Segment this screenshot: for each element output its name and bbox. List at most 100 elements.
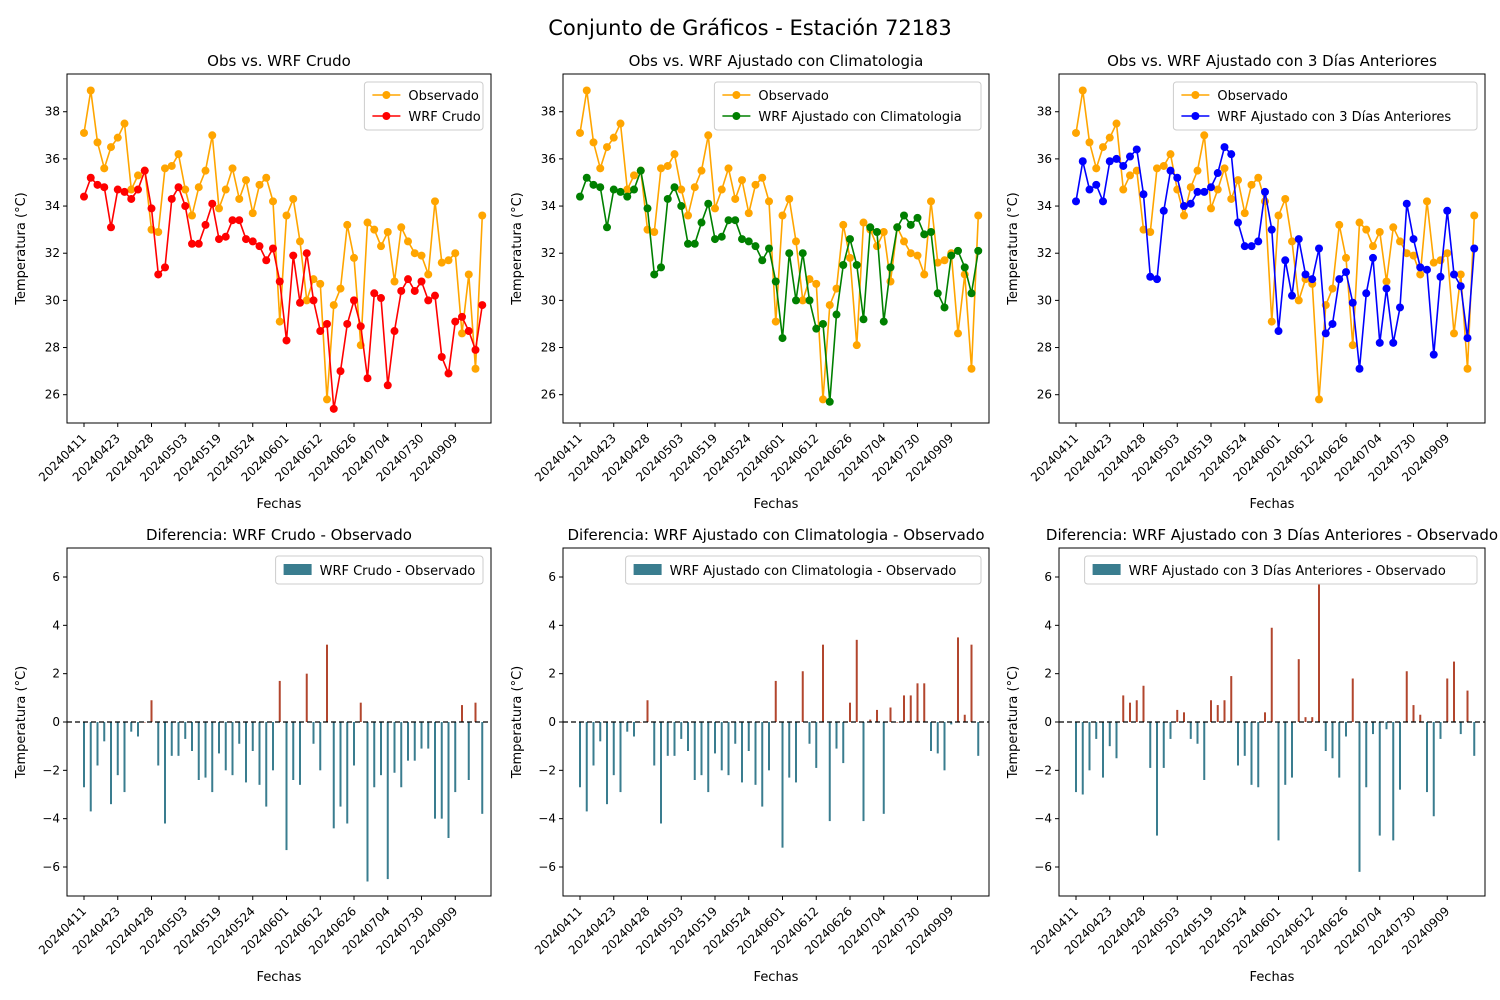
diff-bar — [849, 702, 851, 722]
data-point-wrf — [825, 397, 834, 406]
data-point-wrf — [1463, 334, 1472, 343]
diff-bar — [218, 722, 220, 754]
data-point-observado — [235, 194, 244, 203]
diff-bar — [916, 683, 919, 722]
data-point-observado — [1382, 277, 1391, 286]
data-point-wrf — [913, 213, 922, 222]
data-point-observado — [879, 227, 888, 236]
data-point-wrf — [1382, 284, 1391, 293]
data-point-wrf — [1396, 303, 1404, 312]
data-point-observado — [751, 180, 760, 189]
data-point-observado — [1193, 166, 1202, 175]
data-point-wrf — [1153, 275, 1161, 284]
data-point-wrf — [174, 183, 183, 192]
data-point-observado — [1423, 197, 1431, 206]
diff-bar — [1432, 722, 1435, 817]
data-point-wrf — [663, 194, 672, 203]
data-point-observado — [1348, 341, 1357, 350]
data-point-observado — [1369, 242, 1377, 251]
data-point-observado — [1132, 166, 1141, 175]
y-tick-label: 0 — [1044, 715, 1052, 729]
data-point-observado — [208, 131, 217, 140]
diff-bar — [251, 722, 254, 751]
diff-bar — [1081, 722, 1084, 795]
data-point-wrf — [471, 345, 480, 354]
diff-bar — [592, 722, 595, 766]
data-point-wrf — [879, 317, 888, 326]
diff-bar — [761, 722, 764, 807]
data-point-wrf — [329, 404, 338, 413]
data-point-wrf — [221, 232, 230, 241]
data-point-observado — [107, 143, 115, 152]
data-point-observado — [242, 176, 250, 185]
diff-bar — [903, 695, 905, 722]
data-point-wrf — [744, 237, 753, 246]
data-point-observado — [228, 164, 237, 173]
data-point-wrf — [717, 232, 726, 241]
diff-bar — [1210, 700, 1212, 722]
y-tick-label: −2 — [1034, 763, 1052, 777]
diff-bar — [1203, 722, 1206, 780]
data-point-observado — [471, 364, 480, 373]
data-point-wrf — [1389, 338, 1398, 347]
legend-swatch-marker — [382, 112, 391, 120]
diff-bar — [1284, 722, 1287, 785]
diff-bar — [1473, 722, 1476, 756]
y-tick-label: −2 — [538, 763, 556, 777]
diff-bar — [1149, 722, 1152, 768]
y-tick-label: −4 — [538, 812, 556, 826]
diff-bar — [366, 722, 369, 882]
data-point-observado — [711, 204, 719, 213]
data-point-wrf — [1456, 282, 1465, 291]
subplot-2: Obs vs. WRF Ajustado con Climatologia 26 2… — [510, 52, 990, 512]
data-point-observado — [1396, 237, 1404, 246]
y-tick-label: 38 — [541, 105, 556, 119]
diff-bar — [882, 722, 885, 814]
diff-bar — [687, 722, 689, 751]
data-point-wrf — [947, 251, 956, 260]
diff-bar — [1318, 567, 1320, 722]
data-point-wrf — [1207, 183, 1215, 192]
legend-label: Observado — [1217, 89, 1288, 104]
diff-bar — [137, 722, 139, 737]
data-point-observado — [100, 164, 109, 173]
data-point-observado — [154, 227, 163, 236]
y-tick-label: 4 — [548, 618, 556, 632]
diff-bar — [1183, 712, 1185, 722]
data-point-wrf — [127, 194, 136, 203]
diff-bar — [1405, 671, 1408, 722]
data-point-wrf — [1200, 187, 1209, 196]
diff-bar — [1378, 722, 1381, 836]
legend: WRF Ajustado con 3 Días Anteriores - Obs… — [1084, 555, 1478, 585]
diff-bar — [245, 722, 247, 783]
data-point-observado — [464, 270, 473, 279]
data-point-wrf — [603, 223, 611, 232]
data-point-observado — [1274, 211, 1283, 220]
axes-frame — [562, 73, 990, 424]
data-point-observado — [248, 209, 257, 218]
data-point-observado — [913, 251, 922, 260]
data-point-observado — [127, 185, 136, 194]
data-point-wrf — [609, 185, 618, 194]
legend-label: WRF Ajustado con 3 Días Anteriores — [1217, 110, 1451, 125]
diff-bar — [680, 722, 683, 739]
legend-box — [275, 555, 484, 585]
diff-bar — [842, 722, 845, 764]
data-point-wrf — [1436, 272, 1445, 281]
diff-bar — [673, 722, 676, 756]
subplot-title: Diferencia: WRF Crudo - Observado — [146, 526, 412, 544]
data-point-observado — [920, 270, 929, 279]
data-point-wrf — [1321, 329, 1330, 338]
data-point-observado — [1180, 211, 1188, 220]
data-point-observado — [717, 185, 726, 194]
data-point-wrf — [873, 227, 881, 236]
data-point-observado — [1200, 131, 1209, 140]
data-point-wrf — [812, 324, 821, 333]
data-point-wrf — [1159, 206, 1168, 215]
legend-box — [1172, 81, 1478, 131]
diff-bar — [1419, 714, 1422, 722]
data-point-observado — [940, 256, 949, 265]
data-point-observado — [1247, 180, 1256, 189]
diff-bar — [326, 644, 328, 722]
subplot-title: Diferencia: WRF Ajustado con Climatologi… — [567, 526, 984, 544]
